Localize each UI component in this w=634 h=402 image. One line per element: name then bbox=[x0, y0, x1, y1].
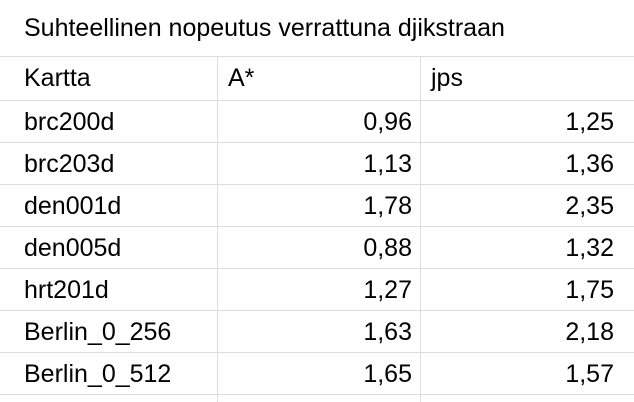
jps-value-cell[interactable]: 1,57 bbox=[565, 360, 614, 388]
map-name-cell[interactable]: hrt201d bbox=[24, 276, 109, 304]
map-name-cell[interactable]: Berlin_0_256 bbox=[24, 318, 172, 346]
astar-value-cell[interactable]: 1,27 bbox=[363, 276, 412, 304]
map-name-cell[interactable]: den001d bbox=[24, 192, 122, 220]
table-row: hrt201d 1,27 1,75 bbox=[0, 268, 634, 312]
header-cell-kartta[interactable]: Kartta bbox=[24, 64, 91, 92]
header-cell-astar[interactable]: A* bbox=[228, 64, 255, 92]
jps-value-cell[interactable]: 1,36 bbox=[565, 150, 614, 178]
header-row: Kartta A* jps bbox=[0, 56, 634, 100]
jps-value-cell[interactable]: 1,32 bbox=[565, 234, 614, 262]
table-row: brc203d 1,13 1,36 bbox=[0, 142, 634, 186]
map-name-cell[interactable]: brc203d bbox=[24, 150, 115, 178]
astar-value-cell[interactable]: 1,65 bbox=[363, 360, 412, 388]
jps-value-cell[interactable]: 2,18 bbox=[565, 318, 614, 346]
jps-value-cell[interactable]: 1,25 bbox=[565, 108, 614, 136]
header-cell-jps[interactable]: jps bbox=[431, 64, 463, 92]
map-name-cell[interactable]: brc200d bbox=[24, 108, 115, 136]
astar-value-cell[interactable]: 0,96 bbox=[363, 108, 412, 136]
title-cell[interactable]: Suhteellinen nopeutus verrattuna djikstr… bbox=[24, 14, 505, 42]
table-row: brc200d 0,96 1,25 bbox=[0, 100, 634, 144]
map-name-cell[interactable]: Berlin_0_512 bbox=[24, 360, 172, 388]
table-row: den005d 0,88 1,32 bbox=[0, 226, 634, 270]
jps-value-cell[interactable]: 2,35 bbox=[565, 192, 614, 220]
astar-value-cell[interactable]: 0,88 bbox=[363, 234, 412, 262]
astar-value-cell[interactable]: 1,13 bbox=[363, 150, 412, 178]
jps-value-cell[interactable]: 1,75 bbox=[565, 276, 614, 304]
astar-value-cell[interactable]: 1,63 bbox=[363, 318, 412, 346]
astar-value-cell[interactable]: 1,78 bbox=[363, 192, 412, 220]
map-name-cell[interactable]: den005d bbox=[24, 234, 122, 262]
table-row: Berlin_0_256 1,63 2,18 bbox=[0, 310, 634, 354]
table-row: Berlin_0_512 1,65 1,57 bbox=[0, 352, 634, 396]
table-row: den001d 1,78 2,35 bbox=[0, 184, 634, 228]
